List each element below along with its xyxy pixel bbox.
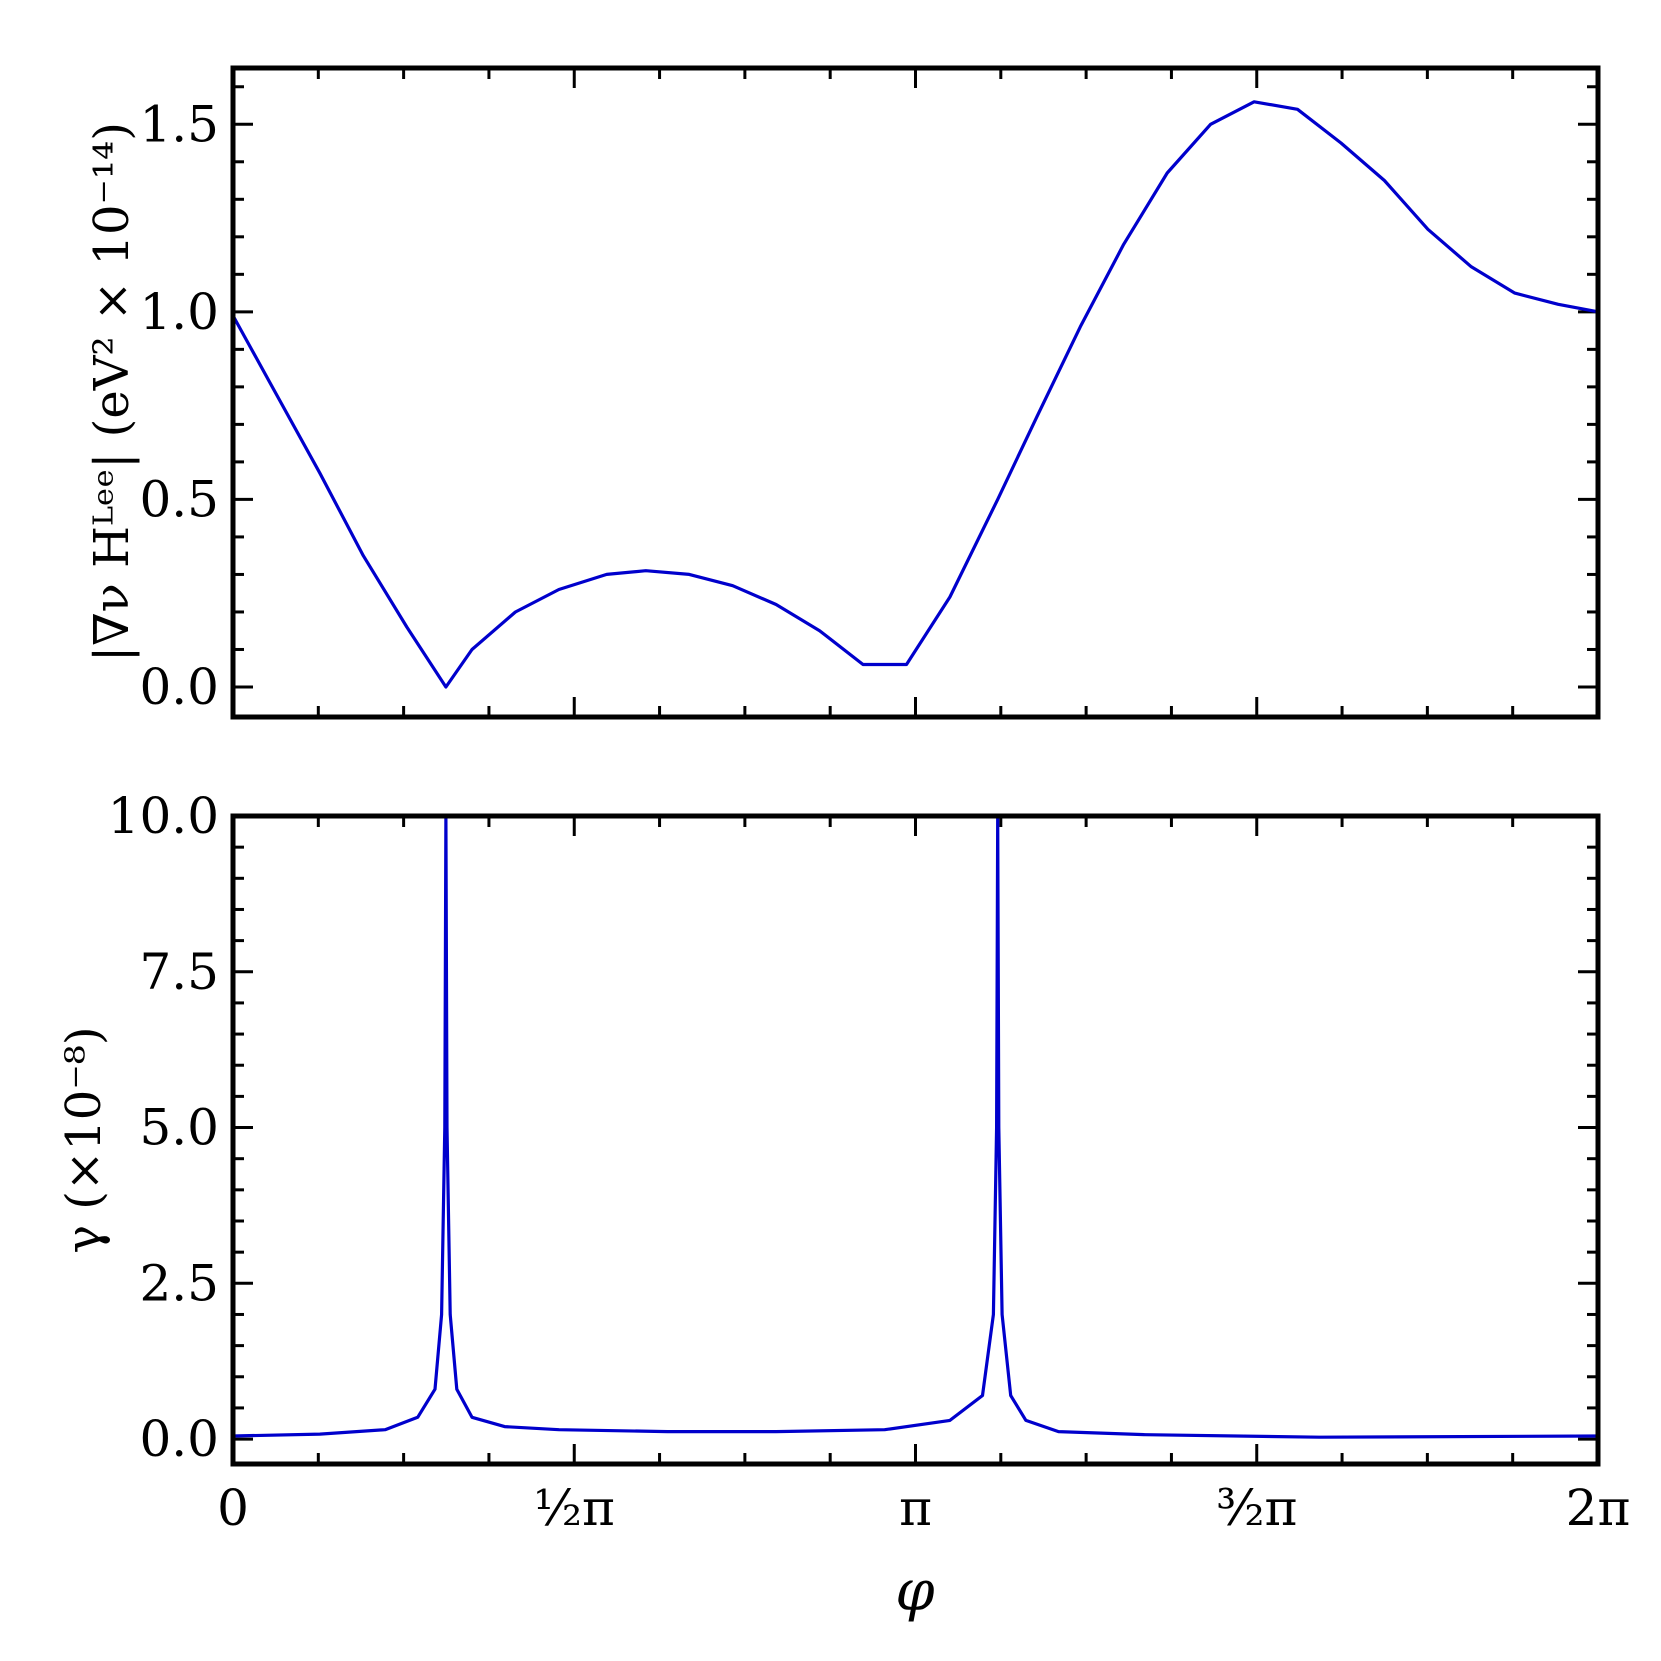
x-tick-label: 2π (1566, 1479, 1631, 1537)
bottom-panel: 0.0 2.5 5.0 7.5 10.0 0 ½π π ³⁄₂π 2π γ (×10⁻⁸) φ (56, 787, 1630, 1624)
bottom-series-line (232, 814, 1599, 1439)
x-tick-label: π (899, 1479, 932, 1537)
bottom-plot-frame (230, 813, 1601, 1467)
top-ylabel: |∇ν Hᴸᵉᵉ| (eV² × 10⁻¹⁴) (84, 122, 140, 662)
x-tick-label: ½π (534, 1479, 615, 1537)
x-tick-label: ³⁄₂π (1216, 1479, 1297, 1537)
top-panel: 0.0 0.5 1.0 1.5 |∇ν Hᴸᵉᵉ| (eV² × 10⁻¹⁴) (84, 65, 1601, 720)
top-tick-labels: 0.0 0.5 1.0 1.5 (139, 95, 219, 716)
bottom-ytick-label: 7.5 (139, 943, 219, 1001)
top-ytick-label: 0.0 (139, 658, 219, 716)
bottom-ytick-label: 0.0 (139, 1410, 219, 1468)
bottom-ytick-label: 10.0 (108, 787, 219, 845)
x-tick-label: 0 (217, 1479, 249, 1537)
top-series-line (231, 100, 1599, 689)
top-ticks (231, 68, 1600, 717)
top-ytick-label: 1.5 (139, 95, 219, 153)
top-ytick-label: 1.0 (139, 283, 219, 341)
bottom-tick-labels: 0.0 2.5 5.0 7.5 10.0 (108, 787, 219, 1468)
top-ytick-label: 0.5 (139, 470, 219, 528)
x-tick-labels: 0 ½π π ³⁄₂π 2π (217, 1479, 1630, 1537)
x-axis-label: φ (895, 1559, 934, 1624)
bottom-ylabel: γ (×10⁻⁸) (56, 1026, 112, 1253)
bottom-ytick-label: 2.5 (139, 1254, 219, 1312)
top-plot-frame (230, 65, 1601, 720)
bottom-ytick-label: 5.0 (139, 1099, 219, 1157)
